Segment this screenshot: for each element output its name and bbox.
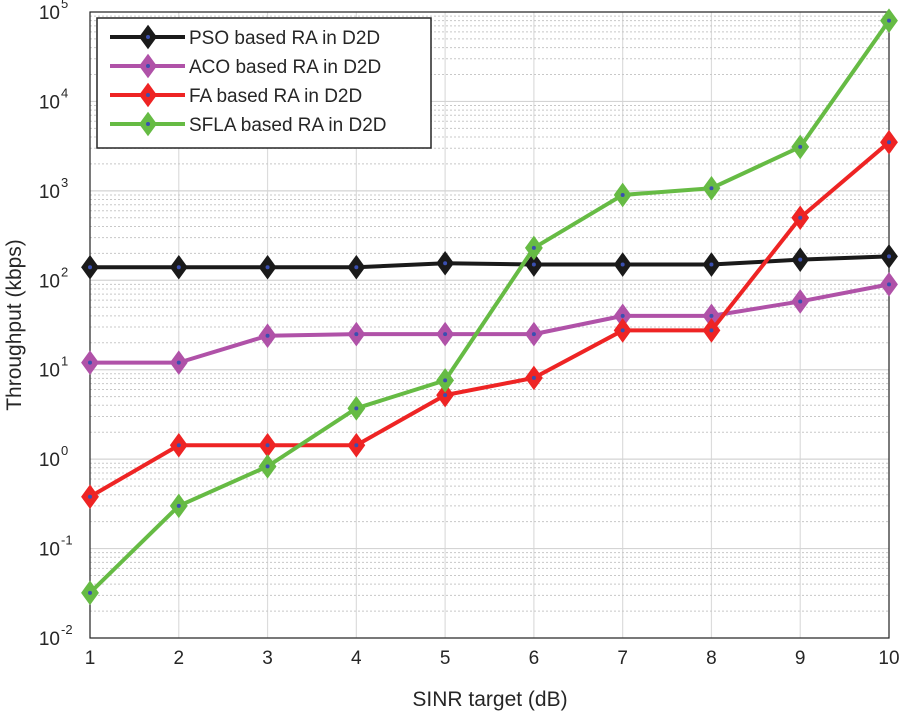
marker-center — [354, 406, 359, 411]
legend-item: FA based RA in D2D — [110, 82, 362, 108]
marker-center — [620, 192, 625, 197]
marker-center — [265, 443, 270, 448]
marker-center — [531, 262, 536, 267]
y-tick-exponent: -1 — [61, 533, 73, 548]
marker-center — [88, 494, 92, 499]
y-axis-label: Throughput (kbps) — [3, 239, 26, 411]
marker-center — [88, 360, 92, 365]
marker-center — [531, 332, 536, 337]
marker-center — [620, 262, 625, 267]
marker-center — [887, 18, 891, 23]
marker-center — [443, 261, 448, 266]
y-tick-exponent: 2 — [61, 264, 68, 279]
legend-label: PSO based RA in D2D — [189, 28, 380, 49]
marker-center — [531, 375, 536, 380]
marker-center — [798, 299, 803, 304]
x-tick-label: 5 — [440, 648, 451, 669]
y-tick-label: 10 — [39, 271, 60, 292]
marker-center — [709, 313, 714, 318]
y-tick-exponent: 1 — [61, 354, 68, 369]
marker-center — [354, 265, 359, 270]
legend-item: SFLA based RA in D2D — [110, 111, 387, 137]
y-tick-exponent: 4 — [61, 85, 68, 100]
y-tick-label: 10 — [39, 361, 60, 382]
y-tick-label: 10 — [39, 450, 60, 471]
legend-label: FA based RA in D2D — [189, 86, 362, 107]
marker-center — [354, 443, 359, 448]
legend: PSO based RA in D2D ACO based RA in D2D FA… — [96, 17, 432, 149]
x-tick-label: 8 — [706, 648, 717, 669]
y-tick-label: 10 — [39, 629, 60, 650]
x-tick-label: 7 — [617, 648, 628, 669]
marker-center — [887, 282, 891, 287]
marker-center — [88, 265, 92, 270]
series-fa — [81, 129, 898, 509]
x-tick-label: 6 — [529, 648, 540, 669]
marker-center — [887, 140, 891, 145]
marker-center — [265, 464, 270, 469]
marker-center — [176, 443, 181, 448]
y-tick-exponent: -2 — [61, 622, 73, 637]
marker-center — [265, 333, 270, 338]
series-group — [81, 8, 898, 606]
series-line — [90, 254, 890, 270]
y-tick-label: 10 — [39, 182, 60, 203]
marker-center — [88, 590, 92, 595]
series-aco — [81, 272, 898, 375]
marker-center — [146, 93, 150, 97]
marker-center — [798, 215, 803, 220]
marker-center — [146, 64, 150, 68]
marker-center — [709, 262, 714, 267]
marker-center — [146, 122, 150, 126]
x-tick-label: 4 — [351, 648, 362, 669]
marker-center — [798, 144, 803, 149]
marker-center — [620, 313, 625, 318]
series-line — [90, 282, 890, 365]
marker-center — [620, 328, 625, 333]
x-tick-label: 1 — [85, 648, 96, 669]
marker-center — [443, 332, 448, 337]
marker-center — [709, 186, 714, 191]
legend-label: ACO based RA in D2D — [189, 57, 381, 78]
x-tick-label: 10 — [878, 648, 899, 669]
y-tick-exponent: 3 — [61, 175, 68, 190]
marker-center — [354, 332, 359, 337]
marker-center — [176, 265, 181, 270]
y-tick-label: 10 — [39, 3, 60, 24]
marker-center — [531, 245, 536, 250]
y-tick-label: 10 — [39, 92, 60, 113]
y-tick-exponent: 0 — [61, 443, 68, 458]
axes-box — [89, 11, 890, 639]
x-tick-label: 9 — [795, 648, 806, 669]
x-tick-label: 2 — [173, 648, 184, 669]
series-line — [88, 19, 891, 595]
marker-center — [887, 254, 891, 259]
y-tick-label: 10 — [39, 540, 60, 561]
legend-item: ACO based RA in D2D — [110, 53, 381, 79]
marker-center — [798, 257, 803, 262]
x-tick-label: 3 — [262, 648, 273, 669]
marker-center — [146, 35, 150, 39]
y-tick-exponent: 5 — [61, 0, 68, 11]
legend-item: PSO based RA in D2D — [110, 24, 380, 50]
marker-center — [176, 503, 181, 508]
series-line — [88, 140, 891, 499]
marker-center — [443, 378, 448, 383]
series-pso — [81, 244, 898, 280]
marker-center — [709, 328, 714, 333]
legend-label: SFLA based RA in D2D — [189, 115, 387, 136]
marker-center — [265, 265, 270, 270]
marker-center — [443, 393, 448, 398]
x-axis-label: SINR target (dB) — [412, 688, 567, 711]
marker-center — [176, 360, 181, 365]
series-sfla — [81, 8, 898, 606]
